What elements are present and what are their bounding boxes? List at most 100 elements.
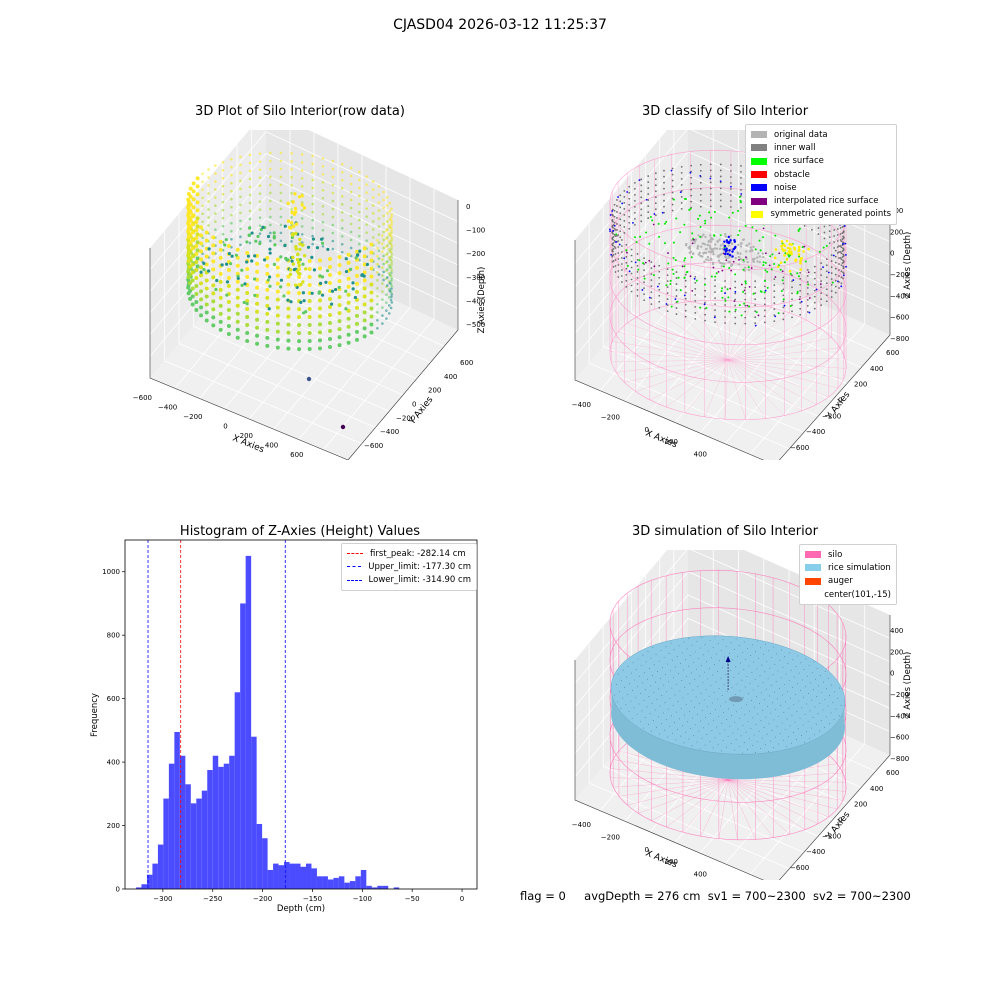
silo-spoke: [727, 359, 844, 379]
data-point: [317, 346, 322, 351]
data-point: [346, 300, 351, 305]
data-point: [235, 335, 240, 340]
rice-mesh-dot: [816, 668, 818, 670]
rice-mesh-dot: [756, 640, 758, 642]
legend-label: rice simulation: [828, 562, 891, 573]
silo-cylinder-classify: [609, 149, 847, 421]
data-point: [331, 231, 335, 235]
rice-mesh-dot: [800, 735, 802, 737]
data-point: [346, 316, 351, 321]
inner-wall-point: [714, 303, 716, 305]
data-point: [371, 180, 375, 183]
interpolated-point: [768, 264, 771, 267]
data-point: [265, 319, 270, 324]
rice-surface-point: [683, 223, 686, 226]
original-point: [709, 237, 713, 241]
inner-wall-point: [612, 208, 614, 211]
data-point: [311, 178, 314, 182]
data-point: [239, 219, 242, 223]
rice-mesh-dot: [825, 716, 827, 718]
noise-point: [724, 250, 728, 253]
rice-mesh-dot: [724, 729, 726, 731]
z-tick-label: −200: [890, 271, 909, 279]
data-point: [302, 299, 306, 303]
rice-mesh-dot: [789, 652, 791, 654]
silo-spoke: [690, 301, 729, 361]
rice-mesh-dot: [699, 748, 701, 750]
data-point: [381, 258, 384, 261]
data-point: [204, 254, 209, 259]
data-point: [256, 234, 260, 239]
rice-mesh-dot: [834, 691, 836, 693]
rice-mesh-dot: [751, 644, 753, 646]
data-point: [286, 219, 291, 223]
noise-point: [723, 240, 726, 243]
data-point: [269, 223, 272, 227]
data-point: [354, 337, 359, 342]
interpolated-point: [781, 270, 784, 273]
histogram-bar: [278, 865, 285, 889]
data-point: [235, 279, 240, 284]
rice-mesh-dot: [697, 686, 699, 687]
data-point: [360, 273, 364, 277]
rice-surface-point: [726, 288, 729, 291]
status-line: flag = 0 avgDepth = 276 cm sv1 = 700~230…: [520, 889, 911, 903]
data-point: [337, 271, 342, 276]
data-point: [211, 315, 216, 320]
data-point: [297, 347, 302, 352]
inner-wall-point: [825, 300, 828, 303]
rice-mesh-dot: [631, 717, 633, 719]
rice-mesh-dot: [633, 707, 635, 709]
original-point: [717, 259, 721, 262]
inner-wall-point: [729, 200, 732, 202]
rice-mesh-dot: [776, 653, 778, 655]
data-point: [275, 313, 280, 318]
rice-mesh-dot: [640, 693, 642, 694]
interpolated-point: [691, 290, 694, 292]
histogram-bar: [207, 770, 213, 889]
data-point: [369, 290, 374, 295]
data-point: [371, 188, 375, 191]
rice-mesh-dot: [690, 728, 692, 730]
rice-mesh-dot: [707, 678, 709, 680]
noise-point: [733, 238, 736, 242]
inner-wall-point: [663, 175, 665, 178]
data-point: [204, 302, 209, 307]
inner-wall-point: [806, 305, 809, 307]
data-point: [190, 254, 195, 259]
data-point: [255, 269, 260, 274]
data-point: [307, 299, 312, 304]
x-tick-label: −100: [353, 895, 372, 903]
symmetric-point: [782, 249, 785, 252]
rice-surface-point: [752, 292, 755, 295]
data-point: [291, 224, 296, 228]
data-point: [235, 287, 240, 292]
data-point: [307, 267, 312, 272]
silo-spoke: [727, 300, 732, 361]
data-point: [331, 223, 335, 227]
data-point: [320, 275, 325, 279]
rice-mesh-dot: [774, 736, 776, 738]
data-point: [340, 250, 344, 254]
data-point: [318, 281, 323, 285]
rice-mesh-dot: [689, 683, 691, 684]
data-point: [369, 274, 374, 279]
y-tick-label: 200: [854, 381, 867, 389]
inner-wall-point: [658, 282, 661, 285]
legend-label: interpolated rice surface: [774, 196, 879, 207]
data-point: [317, 322, 322, 327]
data-point: [269, 191, 272, 195]
data-point: [275, 321, 280, 326]
rice-mesh-dot: [675, 739, 677, 741]
rice-mesh-dot: [669, 725, 670, 727]
data-point: [221, 208, 225, 212]
histogram-bar: [245, 555, 252, 889]
rice-mesh-dot: [768, 723, 770, 725]
rice-surface-point: [671, 268, 674, 271]
silo-spoke: [617, 331, 729, 361]
noise-point: [679, 191, 682, 194]
interpolated-point: [712, 266, 715, 269]
data-point: [275, 265, 280, 270]
data-point: [255, 301, 260, 306]
